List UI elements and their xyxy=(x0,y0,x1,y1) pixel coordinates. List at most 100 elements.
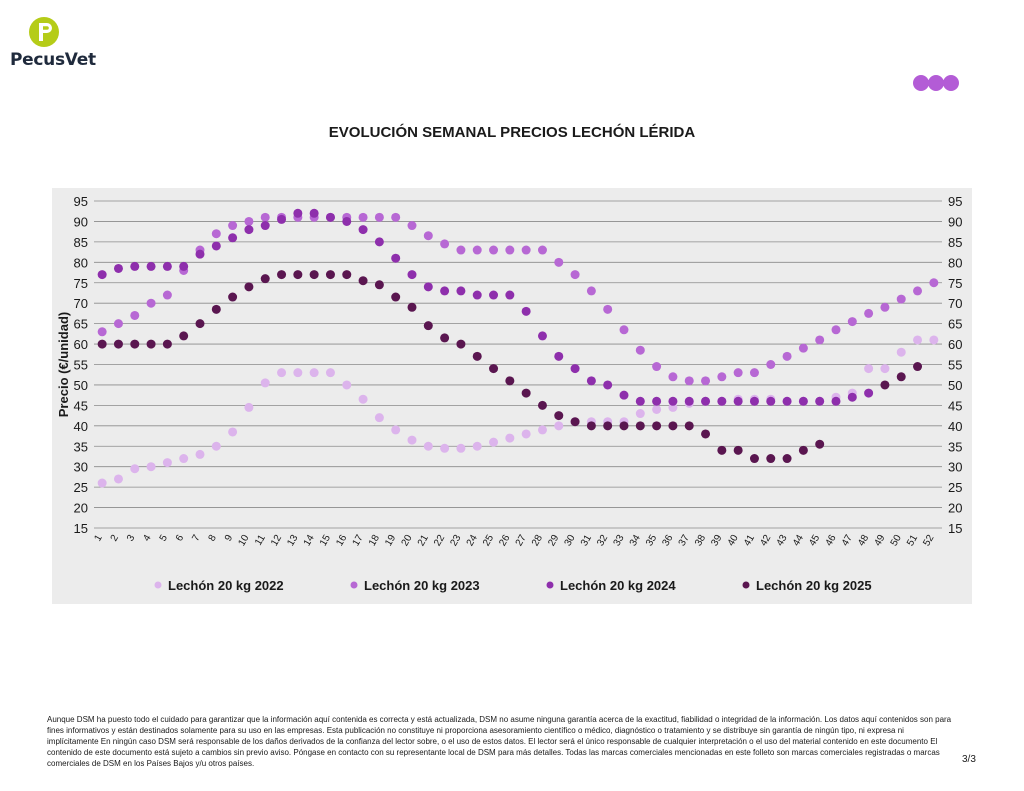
data-point xyxy=(554,421,564,431)
data-point xyxy=(391,212,401,222)
data-point xyxy=(244,402,254,412)
data-point xyxy=(880,380,890,390)
data-point xyxy=(815,335,825,345)
series-3 xyxy=(97,208,874,406)
x-tick-label: 41 xyxy=(742,533,757,549)
data-point xyxy=(440,286,450,296)
data-point xyxy=(603,421,613,431)
x-tick-label: 13 xyxy=(285,533,300,549)
legend-marker xyxy=(742,581,750,589)
data-point xyxy=(505,433,515,443)
data-point xyxy=(244,216,254,226)
x-tick-label: 16 xyxy=(334,533,349,549)
data-point xyxy=(244,282,254,292)
x-tick-label: 12 xyxy=(269,533,284,549)
x-tick-label: 34 xyxy=(628,533,643,549)
legend-label: Lechón 20 kg 2025 xyxy=(756,578,872,593)
data-point xyxy=(619,325,629,335)
y-tick-label-left: 30 xyxy=(74,460,88,475)
data-point xyxy=(374,280,384,290)
x-tick-label: 43 xyxy=(775,533,790,549)
x-tick-label: 42 xyxy=(758,533,773,549)
x-tick-label: 48 xyxy=(856,533,871,549)
data-point xyxy=(472,441,482,451)
data-point xyxy=(766,360,776,369)
series-1 xyxy=(97,335,939,488)
disclaimer-text: Aunque DSM ha puesto todo el cuidado par… xyxy=(47,715,952,768)
x-tick-label: 17 xyxy=(351,533,366,549)
data-point xyxy=(831,396,841,406)
data-point xyxy=(228,427,238,437)
data-point xyxy=(701,376,711,386)
data-point xyxy=(113,319,123,329)
data-point xyxy=(391,292,401,302)
data-point xyxy=(260,212,270,222)
y-tick-label-left: 25 xyxy=(74,480,88,495)
legend-marker xyxy=(154,581,162,589)
data-point xyxy=(342,270,352,280)
data-point xyxy=(733,396,743,406)
chart-title: EVOLUCIÓN SEMANAL PRECIOS LECHÓN LÉRIDA xyxy=(328,124,696,141)
data-point xyxy=(831,325,841,335)
data-point xyxy=(489,364,499,374)
data-point xyxy=(309,208,319,218)
x-tick-label: 36 xyxy=(660,533,675,549)
y-tick-label-right: 65 xyxy=(948,317,962,332)
data-point xyxy=(162,261,172,271)
data-point xyxy=(586,376,596,386)
x-tick-label: 4 xyxy=(141,533,154,544)
x-tick-label: 47 xyxy=(840,533,855,549)
x-tick-label: 26 xyxy=(497,533,512,549)
y-tick-label-right: 45 xyxy=(948,398,962,413)
data-point xyxy=(896,347,906,357)
data-point xyxy=(228,221,238,231)
data-point xyxy=(358,394,368,404)
data-point xyxy=(211,441,221,451)
data-point xyxy=(407,221,417,231)
y-tick-label-left: 50 xyxy=(74,378,88,393)
x-tick-label: 39 xyxy=(709,533,724,549)
data-point xyxy=(864,308,874,318)
data-point xyxy=(684,396,694,406)
x-tick-label: 24 xyxy=(465,533,480,549)
data-point xyxy=(717,372,727,382)
data-point xyxy=(847,392,857,402)
data-point xyxy=(701,429,711,439)
data-point xyxy=(652,404,662,414)
data-point xyxy=(782,396,792,406)
data-point xyxy=(717,396,727,406)
data-point xyxy=(652,421,662,431)
data-point xyxy=(277,214,287,224)
y-tick-label-right: 15 xyxy=(948,521,962,536)
y-tick-label-left: 90 xyxy=(74,214,88,229)
x-tick-label: 3 xyxy=(125,533,138,544)
data-point xyxy=(521,306,531,316)
data-point xyxy=(929,335,939,345)
data-point xyxy=(179,454,189,464)
data-point xyxy=(815,439,825,449)
logo-text: PecusVet xyxy=(10,50,96,70)
y-tick-label-right: 85 xyxy=(948,235,962,250)
chart-panel: 15 15 20 20 25 25 30 30 35 35 40 40 45 45 50 50 55 55 60 60… xyxy=(52,188,972,604)
data-point xyxy=(929,278,939,288)
data-point xyxy=(260,221,270,231)
x-tick-label: 19 xyxy=(383,533,398,549)
data-point xyxy=(847,317,857,327)
y-tick-label-left: 45 xyxy=(74,398,88,413)
data-point xyxy=(195,449,205,459)
data-point xyxy=(864,388,874,398)
x-tick-label: 50 xyxy=(889,533,904,549)
x-tick-label: 14 xyxy=(302,533,317,549)
x-tick-label: 1 xyxy=(92,533,105,544)
x-tick-label: 46 xyxy=(824,533,839,549)
data-point xyxy=(652,396,662,406)
data-point xyxy=(358,225,368,235)
x-tick-label: 40 xyxy=(726,533,741,549)
x-tick-label: 21 xyxy=(416,533,431,549)
y-tick-label-left: 80 xyxy=(74,255,88,270)
x-tick-label: 29 xyxy=(546,533,561,549)
data-point xyxy=(472,351,482,361)
legend-marker xyxy=(350,581,358,589)
data-point xyxy=(146,298,156,308)
